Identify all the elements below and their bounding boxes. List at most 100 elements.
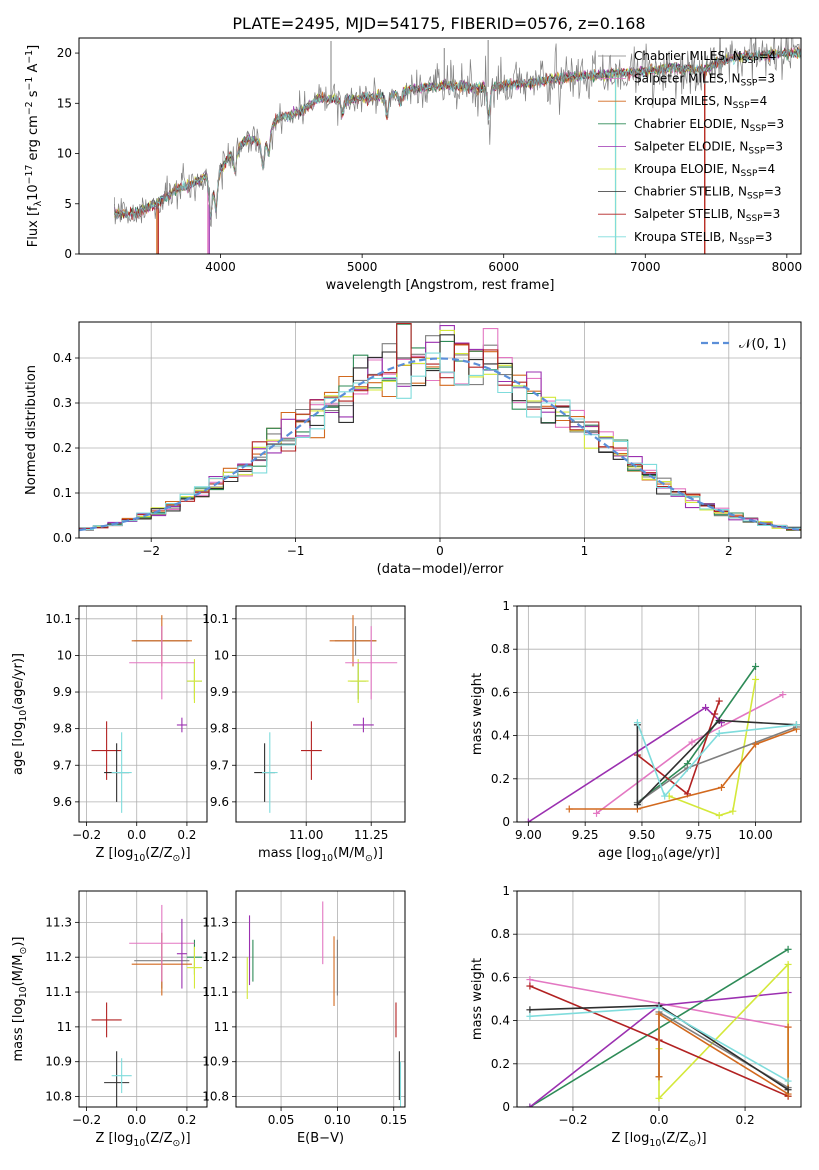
mass-vs-EBV-frame [235,890,406,1108]
mass-vs-EBV-ytick-label: 10.9 [202,1055,229,1069]
massweight-vs-age-xtick-label: 10.00 [738,828,772,842]
spectrum-frame [78,37,802,255]
mass-vs-EBV-axes: 0.05 0.10 0.15 10.8 10.9 11 11.1 11.2 11.3 E(B−V) [202,891,407,1146]
massweight-vs-Z-series-line [658,962,789,1101]
legend-label: Salpeter MILES, NSSP=3 [634,72,775,89]
residual-hist-ylabel: Normed distribution [24,365,39,495]
massweight-vs-age-frame [516,605,802,823]
massweight-vs-Z-xtick-label: 0.2 [736,1113,755,1127]
spectrum-ytick-label: 15 [57,96,72,110]
spectrum-xtick-label: 5000 [347,260,378,274]
residual-hist-step [79,352,801,531]
age-vs-mass-ytick-label: 9.8 [210,722,229,736]
mass-vs-EBV-xtick-label: 0.15 [380,1113,407,1127]
massweight-vs-Z-ytick-label: 0 [502,1100,510,1114]
spectrum-ytick-label: 0 [64,247,72,261]
spectrum-xlabel: wavelength [Angstrom, rest frame] [326,278,555,293]
age-vs-Z-ytick-label: 9.6 [53,795,72,809]
mass-vs-Z-series-group [91,904,202,1107]
massweight-vs-Z-axes: −0.2 0.0 0.2 0 0.2 0.4 0.6 0.8 1 Z [log10​(Z/Z⊙​)… [470,884,801,1149]
residual-hist-ytick-label: 0.4 [53,351,72,365]
age-vs-mass-ytick-label: 9.9 [210,685,229,699]
spectrum-xtick-label: 7000 [630,260,661,274]
mass-vs-Z-ylabel: mass [log10​(M/M⊙​)] [11,937,29,1062]
mass-vs-EBV-xtick-label: 0.10 [324,1113,351,1127]
spectrum-ylabel: Flux [fλ​10−17​ erg cm−2​ s−1​ A−1​] [24,45,44,247]
age-vs-Z-ytick-label: 9.9 [53,685,72,699]
massweight-vs-Z-xtick-label: 0.0 [649,1113,668,1127]
age-vs-mass-ytick-label: 10.1 [202,612,229,626]
mass-vs-Z-ytick-label: 11 [57,1020,72,1034]
massweight-vs-Z-ytick-label: 1 [502,884,510,898]
mass-vs-Z-axes: −0.2 0.0 0.2 10.8 10.9 11 11.1 11.2 11.3 Z [log10… [11,891,207,1149]
legend-label: Chabrier MILES, NSSP=4 [634,49,776,66]
massweight-vs-age-series-line [636,722,797,798]
age-vs-mass-frame [235,605,406,823]
massweight-vs-Z-xtick-label: −0.2 [558,1113,587,1127]
age-vs-mass-series-group [254,615,398,813]
mass-vs-EBV-ytick-label: 11.1 [202,985,229,999]
age-vs-Z-ytick-label: 9.8 [53,722,72,736]
massweight-vs-age-xtick-label: 9.25 [572,828,599,842]
age-vs-Z-ytick-label: 10.1 [45,612,72,626]
massweight-vs-age-ytick-label: 1 [502,599,510,613]
massweight-vs-age-ytick-label: 0 [502,815,510,829]
mass-vs-Z-frame [78,890,208,1108]
spectrum-xtick-label: 6000 [488,260,519,274]
mass-vs-Z-ytick-label: 11.2 [45,950,72,964]
massweight-vs-age-series-line [569,728,797,810]
massweight-vs-age-ytick-label: 0.2 [491,772,510,786]
mass-vs-Z-ytick-label: 10.8 [45,1090,72,1104]
mass-vs-EBV-ytick-label: 11.2 [202,950,229,964]
residual-hist-xtick-label: −1 [287,544,305,558]
residual-hist-gaussian [79,357,801,532]
massweight-vs-Z-ytick-label: 0.4 [491,1014,510,1028]
age-vs-Z-frame [78,605,208,823]
massweight-vs-Z-frame [516,890,802,1108]
spectrum-ytick-label: 10 [57,147,72,161]
mass-vs-Z-ytick-label: 11.3 [45,915,72,929]
massweight-vs-age-series-group [524,662,800,822]
massweight-vs-Z-ytick-label: 0.8 [491,927,510,941]
massweight-vs-age-ytick-label: 0.8 [491,642,510,656]
age-vs-mass-xtick-label: 11.00 [289,828,323,842]
residual-hist-xtick-label: 0 [436,544,444,558]
massweight-vs-age-axes: 9.00 9.25 9.50 9.75 10.00 0 0.2 0.4 0.6 0.8 1 age [… [470,599,801,864]
massweight-vs-Z-series-line [658,1012,789,1096]
legend-label: Salpeter ELODIE, NSSP=3 [634,139,783,156]
figure-title: PLATE=2495, MJD=54175, FIBERID=0576, z=0… [232,14,645,33]
legend-label: Kroupa STELIB, NSSP=3 [634,230,772,247]
age-vs-Z-ytick-label: 10 [57,648,72,662]
age-vs-Z-xtick-label: −0.2 [72,828,101,842]
age-vs-Z-series-group [91,615,202,813]
residual-hist-xtick-label: −2 [142,544,160,558]
residual-hist-series-group [79,322,801,532]
residual-hist-ytick-label: 0.3 [53,396,72,410]
massweight-vs-Z-ytick-label: 0.2 [491,1057,510,1071]
age-vs-Z-xlabel: Z [log10​(Z/Z⊙​)] [95,846,190,864]
age-vs-mass-ytick-label: 9.6 [210,795,229,809]
massweight-vs-age-xtick-label: 9.00 [515,828,542,842]
massweight-vs-Z-xlabel: Z [log10​(Z/Z⊙​)] [611,1131,706,1149]
age-vs-mass-axes: 11.00 11.25 9.6 9.7 9.8 9.9 10 10.1 mass [log10​… [202,606,405,864]
mass-vs-Z-xtick-label: 0.0 [127,1113,146,1127]
mass-vs-EBV-xlabel: E(B−V) [297,1131,344,1146]
spectrum-xtick-label: 4000 [205,260,236,274]
massweight-vs-age-ytick-label: 0.6 [491,685,510,699]
age-vs-Z-axes: −0.2 0.0 0.2 9.6 9.7 9.8 9.9 10 10.1 Z [log10​(Z/… [11,606,207,864]
spectrum-data-line [114,38,801,227]
spectrum-series-group [114,38,801,254]
massweight-vs-age-series-line [668,679,757,817]
spectrum-legend: Chabrier MILES, NSSP=4 Salpeter MILES, NS… [598,49,784,247]
residual-hist-xtick-label: 2 [725,544,733,558]
residual-hist-xtick-label: 1 [581,544,589,558]
residual-hist-ytick-label: 0.2 [53,441,72,455]
residual-hist-frame [78,321,802,539]
age-vs-Z-xtick-label: 0.0 [127,828,146,842]
massweight-vs-Z-series-group [526,945,792,1107]
spectrum-ytick-label: 5 [64,197,72,211]
age-vs-mass-ytick-label: 10 [214,648,229,662]
residual-hist-axes: −2 −1 0 1 2 0.0 0.1 0.2 0.3 0.4 (data−model)/error… [24,322,801,577]
age-vs-Z-ylabel: age [log10​(age/yr)] [11,653,29,775]
